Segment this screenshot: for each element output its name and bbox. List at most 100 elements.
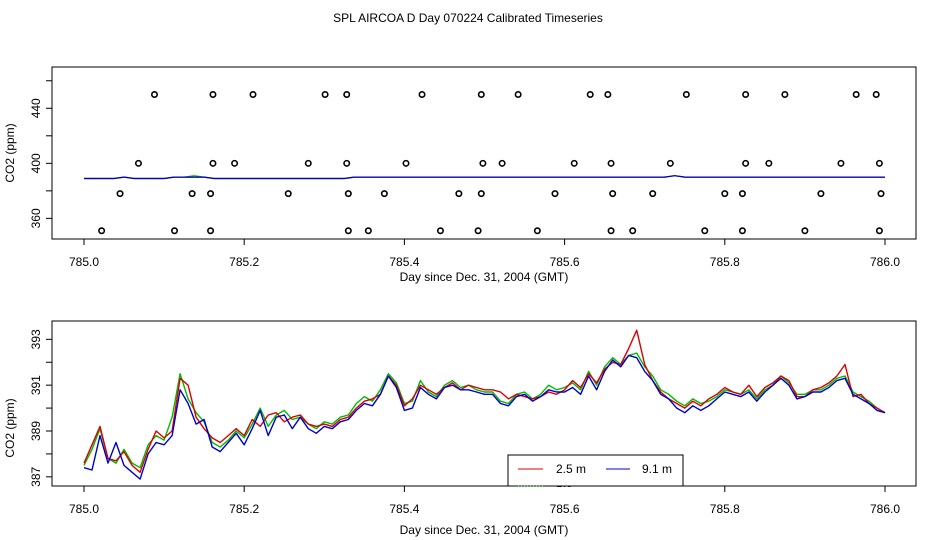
legend-cutoff-mask: [500, 487, 700, 501]
calibration-point: [209, 91, 217, 99]
y-tick-label: 389: [29, 421, 43, 441]
top-chart-points: [98, 91, 885, 235]
top-x-axis-label: Day since Dec. 31, 2004 (GMT): [400, 270, 569, 284]
calibration-point: [872, 91, 880, 99]
series-line-5.8m: [83, 352, 886, 469]
calibration-point: [171, 227, 179, 235]
series-line-9.1m: [83, 354, 886, 480]
calibration-point: [875, 227, 883, 235]
series-line-9.1m: [84, 175, 885, 180]
calibration-point: [607, 227, 615, 235]
calibration-point: [116, 190, 124, 198]
x-tick-label: 786.0: [870, 255, 900, 269]
calibration-point: [738, 190, 746, 198]
top-plot-frame: [51, 66, 917, 240]
calibration-point: [231, 159, 239, 167]
calibration-point: [284, 190, 292, 198]
calibration-point: [321, 91, 329, 99]
calibration-point: [742, 159, 750, 167]
x-tick-label: 785.0: [69, 255, 99, 269]
calibration-point: [498, 159, 506, 167]
calibration-point: [249, 91, 257, 99]
figure-title: SPL AIRCOA D Day 070224 Calibrated Times…: [333, 11, 603, 25]
y-tick-label: 387: [29, 467, 43, 487]
y-tick-label: 391: [29, 375, 43, 395]
calibration-point: [380, 190, 388, 198]
calibration-point: [304, 159, 312, 167]
bottom-x-axis-label: Day since Dec. 31, 2004 (GMT): [400, 523, 569, 537]
calibration-point: [98, 227, 106, 235]
y-tick-label: 400: [29, 153, 43, 173]
x-tick-label: 785.8: [710, 502, 740, 516]
calibration-point: [477, 91, 485, 99]
x-tick-label: 785.2: [229, 255, 259, 269]
bottom-chart: 785.0 785.2 785.4 785.6 785.8 786.0 387 389 391…: [3, 320, 917, 537]
calibration-point: [402, 159, 410, 167]
calibration-point: [477, 190, 485, 198]
x-tick-label: 785.0: [69, 502, 99, 516]
calibration-point: [721, 190, 729, 198]
x-tick-label: 785.6: [550, 255, 580, 269]
calibration-point: [781, 91, 789, 99]
legend-label-9.1m: 9.1 m: [642, 462, 672, 476]
top-y-axis-label: CO2 (ppm): [3, 123, 17, 182]
x-tick-label: 785.4: [389, 502, 419, 516]
calibration-point: [817, 190, 825, 198]
bottom-x-axis: 785.0 785.2 785.4 785.6 785.8 786.0: [69, 486, 900, 516]
y-tick-label: 440: [29, 98, 43, 118]
calibration-point: [742, 91, 750, 99]
calibration-point: [551, 190, 559, 198]
calibration-point: [455, 190, 463, 198]
calibration-point: [604, 91, 612, 99]
calibration-point: [586, 91, 594, 99]
calibration-point: [875, 159, 883, 167]
calibration-point: [364, 227, 372, 235]
bottom-plot-frame: [51, 320, 917, 487]
y-tick-label: 393: [29, 329, 43, 349]
bottom-y-axis: 387 389 391 393: [29, 329, 52, 487]
top-chart: 785.0 785.2 785.4 785.6 785.8 786.0 360 400 440…: [3, 66, 917, 284]
calibration-point: [607, 159, 615, 167]
y-tick-label: 360: [29, 208, 43, 228]
top-chart-series: [84, 175, 885, 180]
calibration-point: [150, 91, 158, 99]
calibration-point: [207, 190, 215, 198]
calibration-point: [418, 91, 426, 99]
calibration-point: [738, 227, 746, 235]
calibration-point: [474, 227, 482, 235]
x-tick-label: 785.6: [550, 502, 580, 516]
calibration-point: [343, 159, 351, 167]
calibration-point: [701, 227, 709, 235]
x-tick-label: 785.4: [389, 255, 419, 269]
calibration-point: [479, 159, 487, 167]
x-tick-label: 785.2: [229, 502, 259, 516]
calibration-point: [188, 190, 196, 198]
calibration-point: [344, 227, 352, 235]
calibration-point: [570, 159, 578, 167]
calibration-point: [209, 159, 217, 167]
calibration-point: [629, 227, 637, 235]
calibration-point: [666, 159, 674, 167]
calibration-point: [877, 190, 885, 198]
calibration-point: [682, 91, 690, 99]
x-tick-label: 786.0: [870, 502, 900, 516]
legend-label-2.5m: 2.5 m: [556, 462, 586, 476]
calibration-point: [609, 190, 617, 198]
top-y-axis: 360 400 440: [29, 80, 52, 228]
legend-box: [507, 454, 684, 487]
calibration-point: [533, 227, 541, 235]
calibration-point: [649, 190, 657, 198]
calibration-point: [436, 227, 444, 235]
calibration-point: [343, 91, 351, 99]
calibration-point: [837, 159, 845, 167]
calibration-point: [514, 91, 522, 99]
calibration-point: [765, 159, 773, 167]
calibration-point: [344, 190, 352, 198]
series-line-2.5m: [83, 329, 886, 473]
x-tick-label: 785.8: [710, 255, 740, 269]
bottom-y-axis-label: CO2 (ppm): [3, 398, 17, 457]
bottom-chart-series: [83, 329, 886, 480]
top-x-axis: 785.0 785.2 785.4 785.6 785.8 786.0: [69, 239, 900, 269]
calibration-point: [207, 227, 215, 235]
